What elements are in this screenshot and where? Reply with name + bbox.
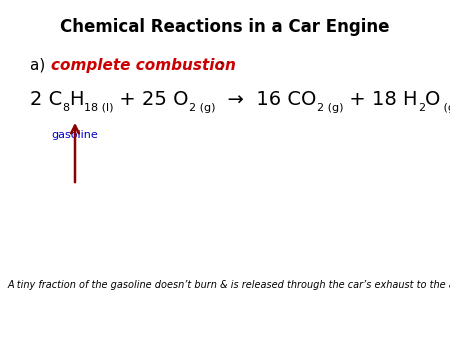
Text: :: : bbox=[218, 58, 223, 73]
Text: 8: 8 bbox=[62, 103, 69, 113]
Text: Chemical Reactions in a Car Engine: Chemical Reactions in a Car Engine bbox=[60, 18, 390, 36]
Text: 2: 2 bbox=[418, 103, 425, 113]
Text: 2 (g): 2 (g) bbox=[189, 103, 216, 113]
Text: + 18 H: + 18 H bbox=[343, 90, 418, 109]
Text: a): a) bbox=[30, 58, 50, 73]
Text: 2 (g): 2 (g) bbox=[317, 103, 343, 113]
Text: 2 C: 2 C bbox=[30, 90, 62, 109]
Text: gasoline: gasoline bbox=[52, 130, 99, 140]
Text: O: O bbox=[425, 90, 440, 109]
Text: complete combustion: complete combustion bbox=[51, 58, 236, 73]
Text: + 25 O: + 25 O bbox=[113, 90, 189, 109]
Text: A tiny fraction of the gasoline doesn’t burn & is released through the car’s exh: A tiny fraction of the gasoline doesn’t … bbox=[8, 280, 450, 290]
Text: →  16 CO: → 16 CO bbox=[216, 90, 317, 109]
Text: (g): (g) bbox=[440, 103, 450, 113]
Text: H: H bbox=[69, 90, 84, 109]
Text: 18 (l): 18 (l) bbox=[84, 103, 113, 113]
